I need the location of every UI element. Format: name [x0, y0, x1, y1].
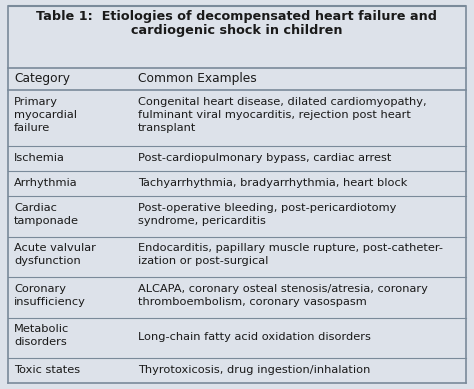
Text: Ischemia: Ischemia [14, 153, 65, 163]
Text: Post-operative bleeding, post-pericardiotomy
syndrome, pericarditis: Post-operative bleeding, post-pericardio… [137, 203, 396, 226]
Text: Coronary
insufficiency: Coronary insufficiency [14, 284, 86, 307]
Text: Acute valvular
dysfunction: Acute valvular dysfunction [14, 243, 96, 266]
Text: ALCAPA, coronary osteal stenosis/atresia, coronary
thromboembolism, coronary vas: ALCAPA, coronary osteal stenosis/atresia… [137, 284, 428, 307]
Text: Cardiac
tamponade: Cardiac tamponade [14, 203, 79, 226]
Text: Congenital heart disease, dilated cardiomyopathy,
fulminant viral myocarditis, r: Congenital heart disease, dilated cardio… [137, 96, 426, 133]
Text: Post-cardiopulmonary bypass, cardiac arrest: Post-cardiopulmonary bypass, cardiac arr… [137, 153, 391, 163]
Text: Thyrotoxicosis, drug ingestion/inhalation: Thyrotoxicosis, drug ingestion/inhalatio… [137, 365, 370, 375]
Text: Toxic states: Toxic states [14, 365, 80, 375]
Text: Tachyarrhythmia, bradyarrhythmia, heart block: Tachyarrhythmia, bradyarrhythmia, heart … [137, 178, 407, 188]
Text: Endocarditis, papillary muscle rupture, post-catheter-
ization or post-surgical: Endocarditis, papillary muscle rupture, … [137, 243, 443, 266]
Text: Metabolic
disorders: Metabolic disorders [14, 324, 69, 347]
Text: Arrhythmia: Arrhythmia [14, 178, 78, 188]
Text: Table 1:  Etiologies of decompensated heart failure and: Table 1: Etiologies of decompensated hea… [36, 10, 438, 23]
Text: Primary
myocardial
failure: Primary myocardial failure [14, 96, 77, 133]
Text: cardiogenic shock in children: cardiogenic shock in children [131, 24, 343, 37]
Text: Long-chain fatty acid oxidation disorders: Long-chain fatty acid oxidation disorder… [137, 332, 371, 342]
Text: Category: Category [14, 72, 70, 85]
Text: Common Examples: Common Examples [137, 72, 256, 85]
